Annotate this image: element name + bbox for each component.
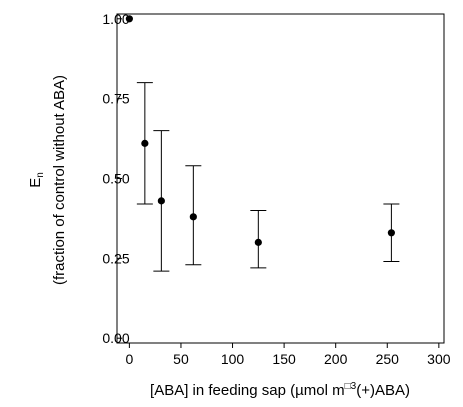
data-points — [125, 15, 395, 246]
x-tick-label: 0 — [125, 351, 133, 367]
x-tick-label: 150 — [272, 351, 296, 367]
plot-frame — [116, 13, 445, 344]
x-tick-label: 250 — [376, 351, 400, 367]
y-tick-label: 0.75 — [102, 91, 129, 107]
data-point — [141, 139, 149, 147]
data-point — [254, 238, 262, 246]
y-axis-ticks: 0.00 0.25 0.50 0.75 1.00 — [102, 11, 129, 346]
y-tick-label: 1.00 — [102, 11, 129, 27]
x-axis-ticks: 0 50 100 150 200 250 300 — [125, 343, 451, 367]
y-tick-label: 0.00 — [102, 330, 129, 346]
y-axis-symbol: En — [27, 172, 46, 188]
x-tick-label: 200 — [324, 351, 348, 367]
y-tick-label: 0.25 — [102, 250, 129, 266]
x-axis-label: [ABA] in feeding sap (µmol m□3(+)ABA) — [150, 381, 410, 399]
y-tick-label: 0.50 — [102, 171, 129, 187]
data-point — [157, 197, 165, 205]
data-point — [189, 213, 197, 221]
error-bars — [136, 82, 400, 272]
y-axis-description: (fraction of control without ABA) — [51, 75, 68, 285]
data-point — [387, 229, 395, 237]
x-tick-label: 50 — [173, 351, 189, 367]
y-axis-label: En (fraction of control without ABA) — [27, 75, 68, 285]
data-point — [125, 15, 133, 23]
x-tick-label: 100 — [221, 351, 245, 367]
x-tick-label: 300 — [427, 351, 451, 367]
